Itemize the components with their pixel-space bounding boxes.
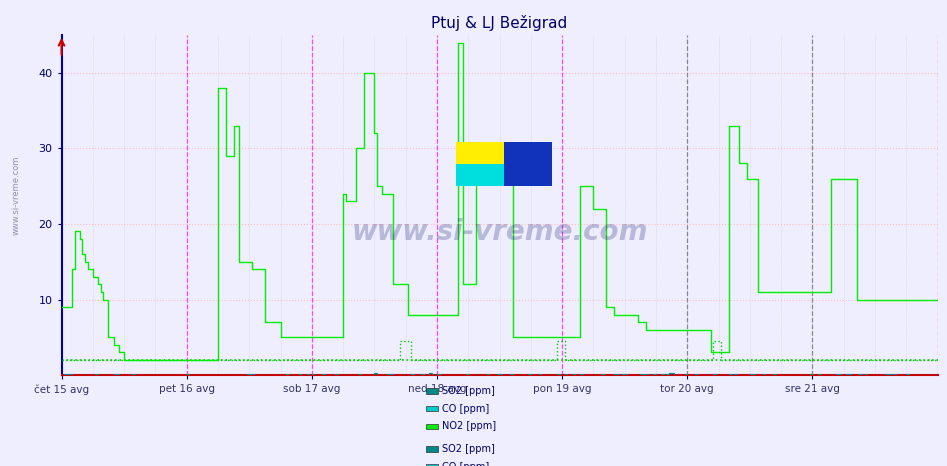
Text: NO2 [ppm]: NO2 [ppm]	[442, 421, 496, 432]
Text: www.si-vreme.com: www.si-vreme.com	[351, 218, 648, 246]
Text: CO [ppm]: CO [ppm]	[442, 404, 490, 414]
Text: SO2 [ppm]: SO2 [ppm]	[442, 386, 495, 396]
Text: CO [ppm]: CO [ppm]	[442, 462, 490, 466]
Bar	[504, 142, 552, 186]
Text: www.si-vreme.com: www.si-vreme.com	[11, 156, 21, 235]
Title: Ptuj & LJ Bežigrad: Ptuj & LJ Bežigrad	[432, 15, 567, 31]
Bar	[456, 142, 504, 164]
Text: SO2 [ppm]: SO2 [ppm]	[442, 444, 495, 454]
Bar	[456, 164, 504, 186]
